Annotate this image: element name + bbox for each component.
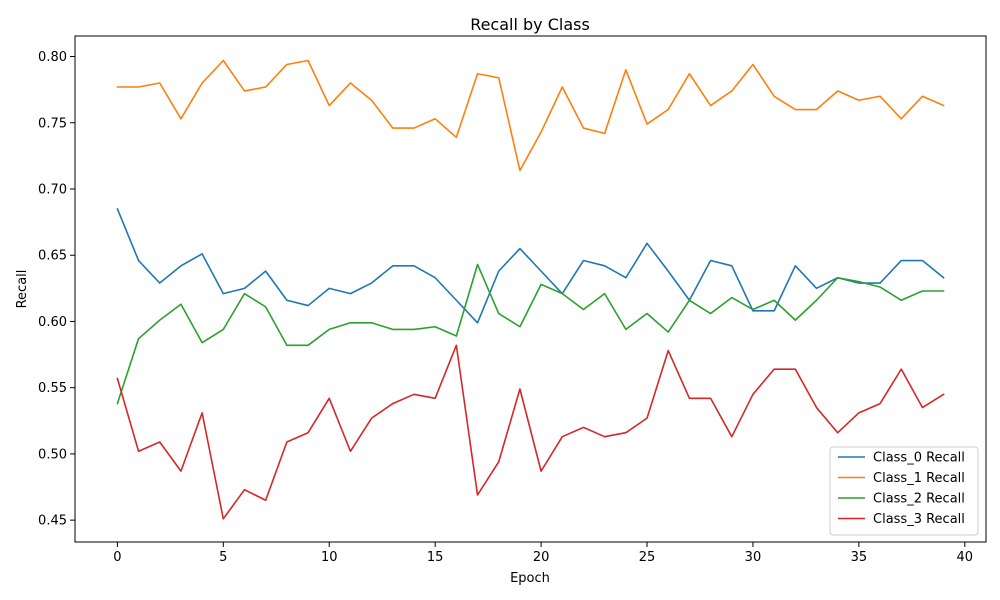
y-tick-label: 0.75 <box>38 116 67 131</box>
y-tick-label: 0.65 <box>38 249 67 264</box>
x-tick-label: 40 <box>957 550 974 565</box>
plot-area-frame <box>74 35 987 543</box>
legend-frame <box>829 446 979 536</box>
x-tick-label: 35 <box>851 550 868 565</box>
chart-title: Recall by Class <box>470 15 590 34</box>
y-tick-label: 0.55 <box>38 381 67 396</box>
series-line-class-1-recall <box>116 59 945 172</box>
legend: Class_0 Recall Class_1 Recall Class_2 Reca… <box>829 446 979 536</box>
x-tick-label: 15 <box>427 550 444 565</box>
x-tick-label: 5 <box>219 550 227 565</box>
y-axis-title: Recall <box>15 270 30 309</box>
series-lines <box>116 59 945 520</box>
y-tick-label: 0.80 <box>38 50 67 65</box>
y-tick-label: 0.45 <box>38 514 67 529</box>
y-tick-label: 0.50 <box>38 447 67 462</box>
legend-label: Class_1 Recall <box>873 471 965 486</box>
x-tick-label: 25 <box>639 550 656 565</box>
x-axis: 0 5 10 15 20 25 30 35 40 <box>113 542 973 565</box>
x-axis-title: Epoch <box>510 571 550 586</box>
legend-label: Class_0 Recall <box>873 451 965 466</box>
x-tick-label: 0 <box>113 550 121 565</box>
y-tick-label: 0.60 <box>38 315 67 330</box>
series-line-class-0-recall <box>116 208 945 324</box>
x-tick-label: 10 <box>321 550 338 565</box>
legend-label: Class_3 Recall <box>873 512 965 527</box>
y-tick-label: 0.70 <box>38 182 67 197</box>
x-tick-label: 30 <box>745 550 762 565</box>
x-tick-label: 20 <box>533 550 550 565</box>
y-axis: 0.45 0.50 0.55 0.60 0.65 0.70 0.75 0.80 <box>38 50 75 529</box>
series-line-class-2-recall <box>116 263 945 405</box>
series-line-class-3-recall <box>116 344 945 520</box>
legend-label: Class_2 Recall <box>873 492 965 507</box>
